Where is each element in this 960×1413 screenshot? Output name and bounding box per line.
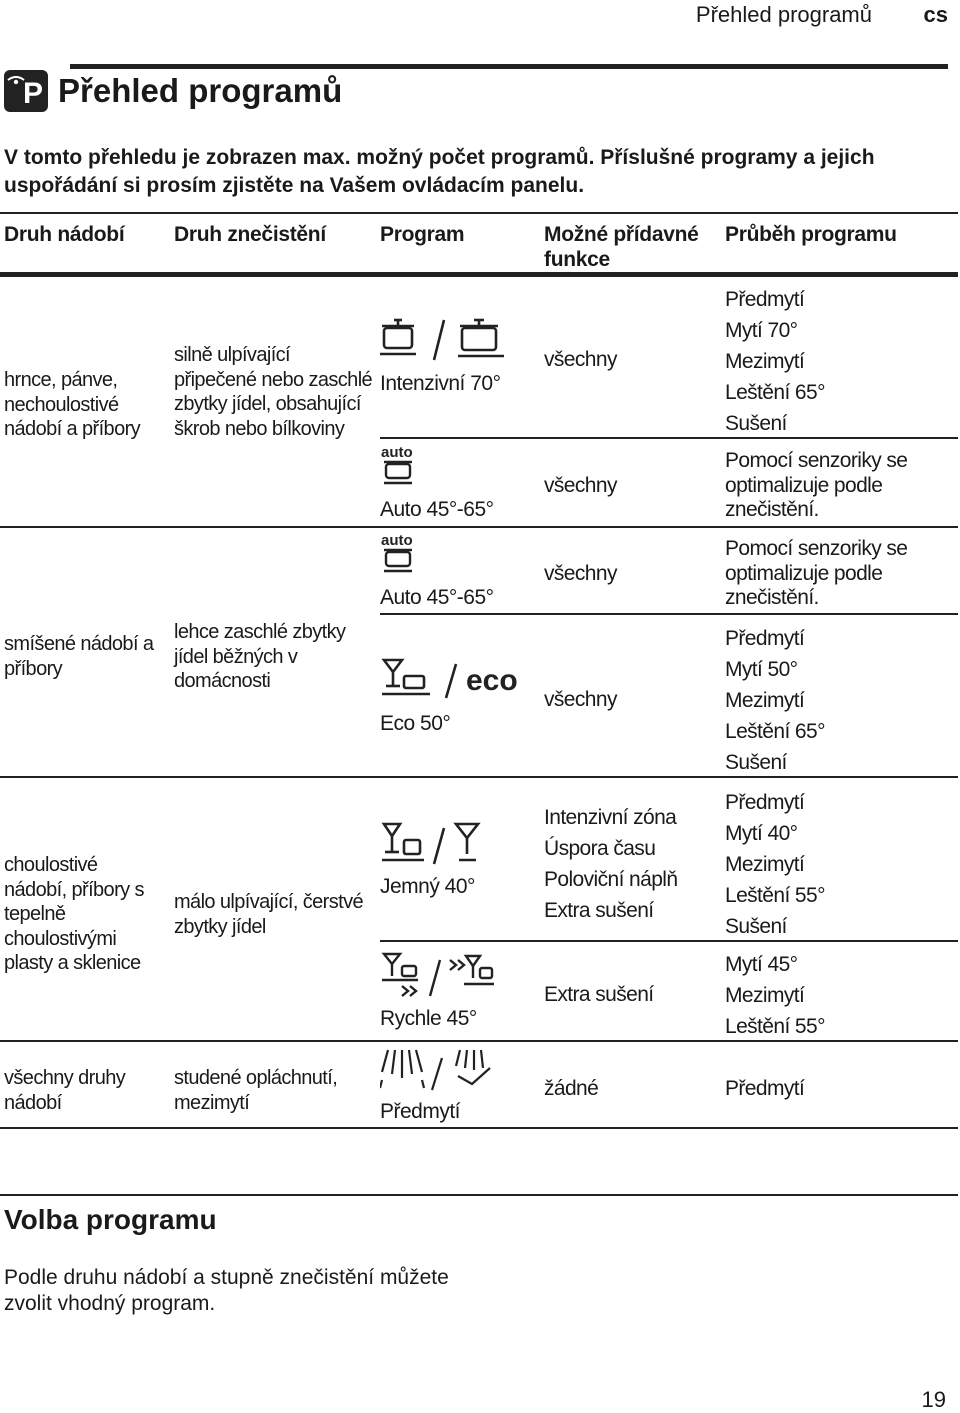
functions-cell: žádné — [544, 1077, 599, 1100]
functions-cell: Extra sušení — [544, 983, 654, 1006]
program-overview-icon: P — [4, 70, 48, 112]
functions-cell: všechny — [544, 688, 617, 711]
program-name: Auto 45°-65° — [380, 586, 494, 609]
functions-cell: všechny — [544, 474, 617, 497]
auto-icon: auto — [381, 532, 413, 573]
svg-text:auto: auto — [381, 532, 413, 549]
sequence-cell: Pomocí senzoriky se optimalizuje podle z… — [725, 449, 908, 521]
program-rule — [380, 940, 958, 942]
program-name: Předmytí — [380, 1100, 461, 1123]
soil-cell: málo ulpívající, čerstvé zbytky jídel — [174, 891, 364, 938]
page-title: Přehled programů — [58, 72, 343, 109]
table-top-rule — [0, 212, 958, 214]
group-rule — [0, 1040, 958, 1042]
soil-cell: studené opláchnutí, mezimytí — [174, 1067, 338, 1114]
svg-text:auto: auto — [381, 444, 413, 461]
page-number: 19 — [921, 1387, 946, 1412]
soil-cell: lehce zaschlé zbytky jídel běžných v dom… — [174, 621, 346, 692]
prerinse-icon — [380, 1049, 491, 1091]
program-name: Eco 50° — [380, 712, 451, 735]
language-code: cs — [923, 2, 948, 27]
program-name: Jemný 40° — [380, 875, 475, 898]
group-rule — [0, 776, 958, 778]
section-text: Podle druhu nádobí a stupně znečistění m… — [4, 1266, 449, 1315]
section-heading: Volba programu — [4, 1204, 217, 1235]
running-header-title: Přehled programů — [695, 2, 872, 27]
program-name: Rychle 45° — [380, 1007, 477, 1030]
functions-cell: Intenzivní zóna Úspora času Poloviční ná… — [544, 806, 678, 922]
glass-icon — [381, 822, 481, 865]
section-rule — [0, 1194, 958, 1196]
dishes-cell: všechny druhy nádobí — [4, 1067, 126, 1114]
badge-letter: P — [22, 77, 43, 110]
dishes-cell: hrnce, pánve, nechoulostivé nádobí a pří… — [4, 369, 141, 440]
sequence-cell: Předmytí Mytí 50° Mezimytí Leštění 65° S… — [725, 627, 825, 774]
header-rule — [70, 64, 948, 69]
auto-icon: auto — [381, 444, 413, 485]
dishes-cell: choulostivé nádobí, příbory s tepelně ch… — [4, 854, 144, 974]
soil-cell: silně ulpívající připečené nebo zaschlé … — [174, 344, 373, 440]
intro-text: V tomto přehledu je zobrazen max. možný … — [4, 146, 875, 197]
col-header-dishes: Druh nádobí — [4, 223, 125, 246]
quick-icon — [381, 952, 494, 997]
functions-cell: všechny — [544, 348, 617, 371]
program-name: Auto 45°-65° — [380, 498, 494, 521]
col-header-soil: Druh znečistění — [174, 223, 326, 246]
dishes-cell: smíšené nádobí a příbory — [4, 633, 154, 680]
sequence-cell: Pomocí senzoriky se optimalizuje podle z… — [725, 537, 908, 609]
group-rule — [0, 526, 958, 528]
eco-icon: eco — [381, 658, 518, 699]
program-rule — [380, 613, 958, 615]
program-name: Intenzivní 70° — [380, 372, 501, 395]
table-bottom-rule — [0, 1127, 958, 1129]
sequence-cell: Předmytí — [725, 1077, 805, 1100]
col-header-program: Program — [380, 223, 465, 246]
sequence-cell: Předmytí Mytí 70° Mezimytí Leštění 65° S… — [725, 288, 825, 435]
table-header-rule — [0, 272, 958, 277]
col-header-sequence: Průběh programu — [725, 223, 897, 246]
program-rule — [380, 437, 958, 439]
svg-text:eco: eco — [466, 664, 518, 697]
functions-cell: všechny — [544, 562, 617, 585]
eye-icon — [7, 76, 25, 85]
pot-icon — [380, 318, 504, 361]
sequence-cell: Předmytí Mytí 40° Mezimytí Leštění 55° S… — [725, 791, 825, 938]
sequence-cell: Mytí 45° Mezimytí Leštění 55° — [725, 953, 825, 1038]
col-header-functions: Možné přídavné funkce — [544, 223, 699, 271]
